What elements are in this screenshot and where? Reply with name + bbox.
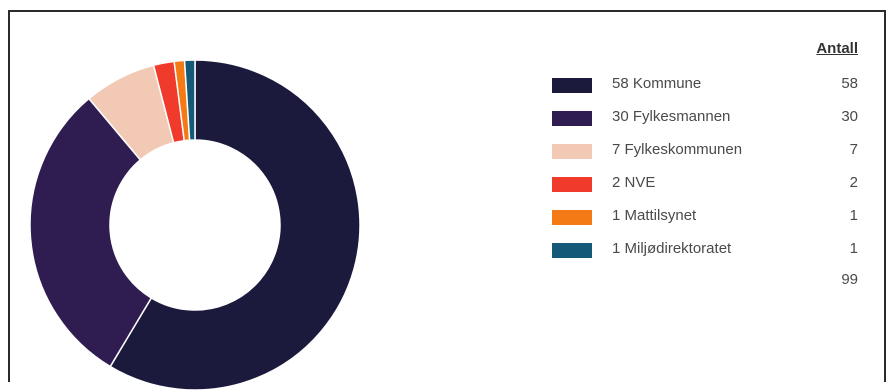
legend-item: 2 NVE 2 [548, 172, 858, 196]
legend-item: 7 Fylkeskommunen 7 [548, 139, 858, 163]
legend-label: 2 NVE [612, 174, 656, 191]
donut-slice-fylkesmannen [30, 97, 153, 368]
donut-chart [30, 60, 360, 390]
legend-label: 1 Mattilsynet [612, 207, 697, 224]
legend-swatch [552, 177, 592, 192]
legend-count: 1 [849, 240, 858, 257]
legend-swatch [552, 111, 592, 126]
legend-label: 7 Fylkeskommunen [612, 141, 743, 158]
legend-count: 58 [841, 75, 858, 92]
chart-frame: Antall 58 Kommune 58 30 Fylkesmannen 30 7 Fy… [8, 10, 886, 390]
legend-count: 30 [841, 108, 858, 125]
legend-swatch [552, 243, 592, 258]
legend-count: 2 [849, 174, 858, 191]
legend-swatch [552, 78, 592, 93]
legend-swatch [552, 210, 592, 225]
donut-slice-milj-direktoratet [183, 60, 196, 141]
legend-item: 30 Fylkesmannen 30 [548, 106, 858, 130]
legend-count: 7 [849, 141, 858, 158]
legend-label: 1 Miljødirektoratet [612, 240, 732, 257]
legend-header: Antall [816, 40, 858, 57]
legend-total: 99 [841, 271, 858, 288]
legend-label: 58 Kommune [612, 75, 702, 92]
legend-item: 1 Mattilsynet 1 [548, 205, 858, 229]
legend-count: 1 [849, 207, 858, 224]
legend-swatch [552, 144, 592, 159]
legend-item: 1 Miljødirektoratet 1 [548, 238, 858, 262]
legend-label: 30 Fylkesmannen [612, 108, 731, 125]
legend-item: 58 Kommune 58 [548, 73, 858, 97]
